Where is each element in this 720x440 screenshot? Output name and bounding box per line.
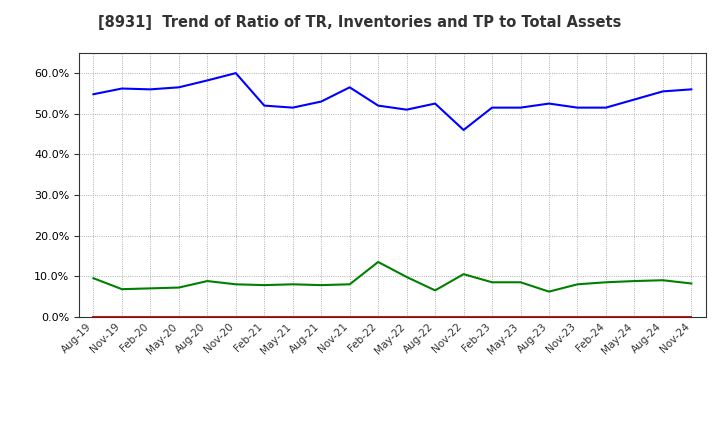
Trade Receivables xyxy=(374,314,382,319)
Inventories xyxy=(203,78,212,83)
Inventories xyxy=(602,105,611,110)
Trade Payables xyxy=(402,275,411,280)
Trade Receivables xyxy=(573,314,582,319)
Trade Receivables xyxy=(346,314,354,319)
Trade Payables xyxy=(203,279,212,284)
Trade Payables xyxy=(687,281,696,286)
Trade Payables xyxy=(374,259,382,264)
Trade Receivables xyxy=(431,314,439,319)
Trade Payables xyxy=(487,280,496,285)
Trade Receivables xyxy=(487,314,496,319)
Inventories xyxy=(545,101,554,106)
Inventories xyxy=(516,105,525,110)
Trade Receivables xyxy=(687,314,696,319)
Inventories xyxy=(346,84,354,90)
Trade Payables xyxy=(346,282,354,287)
Trade Receivables xyxy=(602,314,611,319)
Inventories xyxy=(630,97,639,102)
Inventories xyxy=(117,86,126,91)
Trade Receivables xyxy=(232,314,240,319)
Trade Receivables xyxy=(89,314,98,319)
Trade Receivables xyxy=(260,314,269,319)
Trade Payables xyxy=(630,279,639,284)
Inventories xyxy=(146,87,155,92)
Trade Payables xyxy=(317,282,325,288)
Inventories xyxy=(260,103,269,108)
Line: Trade Payables: Trade Payables xyxy=(94,262,691,292)
Trade Receivables xyxy=(630,314,639,319)
Trade Receivables xyxy=(317,314,325,319)
Inventories xyxy=(459,127,468,132)
Inventories xyxy=(174,84,183,90)
Inventories xyxy=(232,70,240,76)
Trade Receivables xyxy=(516,314,525,319)
Trade Receivables xyxy=(146,314,155,319)
Trade Receivables xyxy=(545,314,554,319)
Trade Payables xyxy=(232,282,240,287)
Inventories xyxy=(317,99,325,104)
Trade Payables xyxy=(117,286,126,292)
Trade Receivables xyxy=(459,314,468,319)
Trade Payables xyxy=(89,275,98,281)
Trade Payables xyxy=(459,271,468,277)
Inventories xyxy=(573,105,582,110)
Trade Payables xyxy=(146,286,155,291)
Trade Payables xyxy=(289,282,297,287)
Trade Receivables xyxy=(203,314,212,319)
Trade Payables xyxy=(260,282,269,288)
Trade Payables xyxy=(174,285,183,290)
Trade Receivables xyxy=(117,314,126,319)
Inventories xyxy=(687,87,696,92)
Inventories xyxy=(289,105,297,110)
Trade Payables xyxy=(431,288,439,293)
Trade Payables xyxy=(545,289,554,294)
Trade Receivables xyxy=(174,314,183,319)
Inventories xyxy=(402,107,411,112)
Trade Payables xyxy=(516,280,525,285)
Trade Receivables xyxy=(402,314,411,319)
Trade Receivables xyxy=(659,314,667,319)
Trade Payables xyxy=(573,282,582,287)
Inventories xyxy=(89,92,98,97)
Inventories xyxy=(659,89,667,94)
Line: Inventories: Inventories xyxy=(94,73,691,130)
Inventories xyxy=(374,103,382,108)
Text: [8931]  Trend of Ratio of TR, Inventories and TP to Total Assets: [8931] Trend of Ratio of TR, Inventories… xyxy=(99,15,621,30)
Inventories xyxy=(487,105,496,110)
Inventories xyxy=(431,101,439,106)
Trade Payables xyxy=(602,280,611,285)
Trade Payables xyxy=(659,278,667,283)
Trade Receivables xyxy=(289,314,297,319)
